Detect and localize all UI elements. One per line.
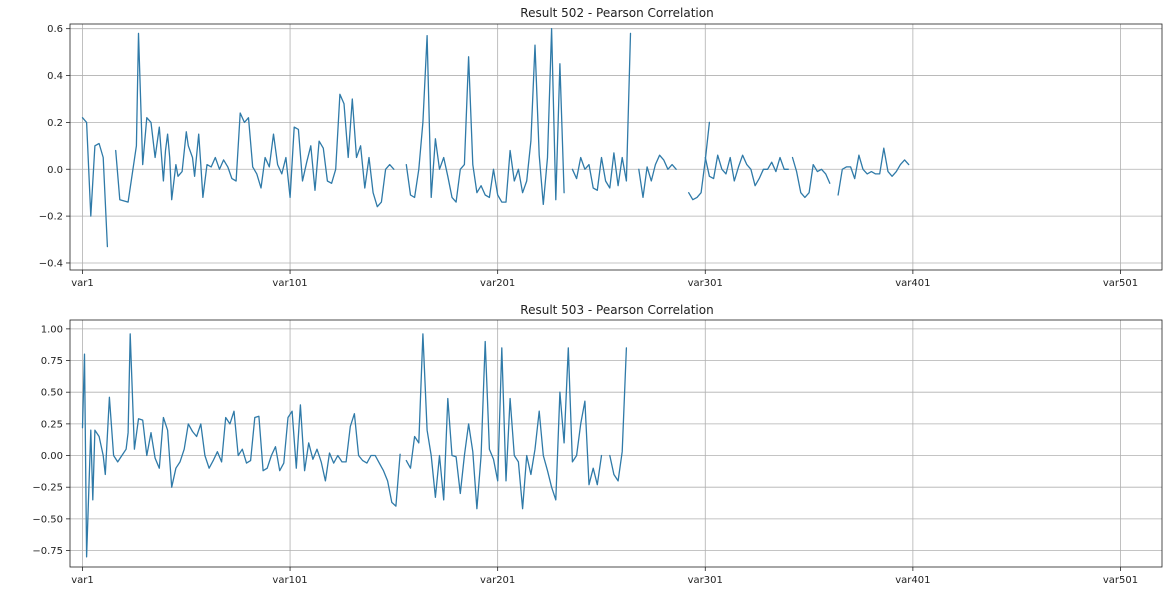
y-tick-label: −0.25 [32, 483, 63, 494]
x-tick-label: var401 [895, 278, 930, 289]
series-line-segment [571, 32, 632, 191]
series-layer [81, 28, 910, 248]
grid-layer [70, 320, 1162, 567]
x-tick-label: var101 [272, 575, 307, 586]
series-line-segment [609, 347, 628, 482]
y-tick-label: 0.0 [47, 165, 63, 176]
y-tick-label: −0.75 [32, 546, 63, 557]
y-tick-label: 0.4 [47, 71, 63, 82]
y-tick-label: −0.4 [39, 258, 63, 269]
y-tick-label: 0.6 [47, 24, 63, 35]
series-line-segment [791, 156, 831, 199]
plot-frame [69, 319, 1163, 568]
x-tick-label: var201 [480, 278, 515, 289]
x-tick-label: var301 [688, 575, 723, 586]
chart-panel-result-502: Result 502 - Pearson Correlation var1 var… [39, 6, 1163, 289]
x-tick-label: var201 [480, 575, 515, 586]
y-tick-label: 1.00 [41, 324, 63, 335]
series-line-segment [115, 32, 395, 208]
grid-layer [70, 24, 1162, 270]
axis-layer: var1 var101 var201 var301 var401 var501 −0.4 −0… [39, 23, 1163, 289]
y-tick-label: −0.50 [32, 514, 63, 525]
series-line-segment [688, 121, 711, 201]
x-tick-label: var1 [71, 278, 94, 289]
series-line-segment [704, 154, 789, 187]
chart-title: Result 503 - Pearson Correlation [520, 303, 713, 317]
y-tick-label: 0.50 [41, 388, 63, 399]
y-tick-label: 0.75 [41, 356, 63, 367]
y-tick-label: 0.00 [41, 451, 63, 462]
x-tick-label: var401 [895, 575, 930, 586]
chart-title: Result 502 - Pearson Correlation [520, 6, 713, 20]
series-line-segment [81, 333, 401, 558]
chart-panel-result-503: Result 503 - Pearson Correlation var1 var… [32, 303, 1163, 586]
y-tick-label: 0.25 [41, 419, 63, 430]
series-layer [81, 333, 628, 558]
axis-layer: var1 var101 var201 var301 var401 var501 −0.75 −… [32, 319, 1163, 586]
x-tick-label: var301 [688, 278, 723, 289]
y-tick-label: 0.2 [47, 118, 63, 129]
plot-frame [69, 23, 1163, 271]
x-tick-label: var101 [272, 278, 307, 289]
x-tick-label: var1 [71, 575, 94, 586]
series-line-segment [638, 154, 677, 199]
x-tick-label: var501 [1103, 575, 1138, 586]
series-line-segment [837, 147, 910, 196]
series-line-segment [405, 28, 565, 206]
series-line-segment [405, 333, 603, 510]
x-tick-label: var501 [1103, 278, 1138, 289]
series-line-segment [81, 117, 109, 248]
y-tick-label: −0.2 [39, 212, 63, 223]
